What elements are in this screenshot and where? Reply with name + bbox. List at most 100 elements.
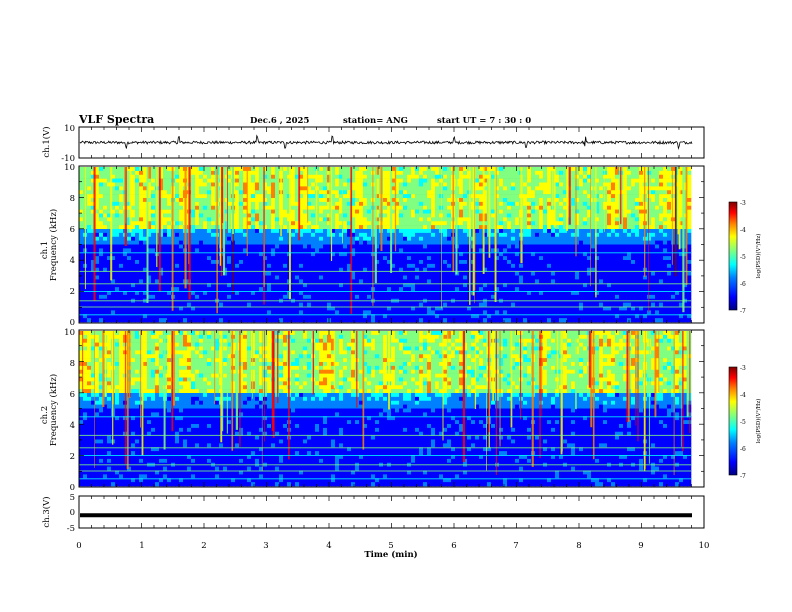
ch1-spectrogram-cell <box>263 229 268 234</box>
ch1-spectrogram-cell <box>407 194 412 199</box>
ch1-spectrogram-cell <box>455 302 460 307</box>
ch1-spectrogram-cell <box>419 302 424 307</box>
ch1-spectrogram-cell <box>151 244 156 249</box>
ch1-spectrogram-cell <box>503 263 508 269</box>
ch1-spectrogram-cell <box>107 225 112 230</box>
ch1-spectrogram-cell <box>447 271 452 276</box>
ch1-spectrogram-cell <box>115 232 120 238</box>
ch1-spectrogram-cell <box>163 318 168 323</box>
ch1-spectrogram-cell <box>439 244 444 249</box>
ch1-spectrogram-cell <box>403 217 408 222</box>
ch1-spectrogram-cell <box>499 275 504 280</box>
ch1-spectrogram-cell <box>99 209 104 214</box>
ch1-spectrogram-cell <box>91 310 96 315</box>
ch1-spectrogram-cell <box>555 302 560 307</box>
ch1-spectrogram-cell <box>239 260 244 265</box>
ch1-spectrogram-cell <box>387 279 392 284</box>
ch1-spectrogram-cell <box>107 314 112 319</box>
ch1-spectrogram-cell <box>259 170 264 176</box>
ch1-spectrogram-cell <box>415 201 420 207</box>
ch1-spectrogram-cell <box>299 248 304 253</box>
ch1-spectrogram-cell <box>87 182 92 187</box>
ch1-spectrogram-cell <box>99 205 104 210</box>
ch1-spectrogram-cell <box>87 229 92 234</box>
ch1-spectrogram-cell <box>499 244 504 249</box>
ch1-spectrogram-cell <box>391 236 396 241</box>
ch1-spectrogram-cell <box>463 294 468 300</box>
ch1-spectrogram-cell <box>559 256 564 261</box>
ch1-spectrogram-cell <box>175 271 180 276</box>
ch1-spectrogram-cell <box>415 198 420 203</box>
ch1-spectrogram-cell <box>367 310 372 315</box>
ch1-spectrogram-cell <box>95 201 100 207</box>
ch1-spectrogram-cell <box>507 232 512 238</box>
ch1-spectrogram-cell <box>275 306 280 311</box>
ch1-spectrogram-cell <box>439 213 444 218</box>
ch1-spectrogram-cell <box>419 283 424 288</box>
ch1-spectrogram-cell <box>335 294 340 300</box>
ch1-spectrogram-cell <box>495 271 500 276</box>
ch1-spectrogram-cell <box>103 267 108 272</box>
ch1-spectrogram-cell <box>243 170 248 176</box>
ch1-spectrogram-cell <box>479 194 484 199</box>
ch1-spectrogram-cell <box>259 260 264 265</box>
ch1-spectrogram-cell <box>119 240 124 245</box>
ch1-spectrogram-cell <box>403 283 408 288</box>
ch1-spectrogram-cell <box>447 279 452 284</box>
ch1-spectrogram-cell <box>539 174 544 179</box>
ch1-spectrogram-cell <box>383 256 388 261</box>
ch1-spectrogram-cell <box>391 174 396 179</box>
ch1-spectrogram-cell <box>263 256 268 261</box>
ch1-spectrogram-cell <box>347 198 352 203</box>
ch1-spectrogram-cell <box>211 170 216 176</box>
ch1-spectrogram-cell <box>351 263 356 269</box>
ch1-spectrogram-cell <box>167 294 172 300</box>
ch1-spectrogram-cell <box>259 186 264 191</box>
ch1-spectrogram-cell <box>243 194 248 199</box>
ch1-spectrogram-cell <box>111 170 116 176</box>
ch1-spectrogram-cell <box>471 310 476 315</box>
ch1-spectrogram-cell <box>527 229 532 234</box>
ch1-spectrogram-cell <box>435 167 440 172</box>
ch1-spectrogram-cell <box>539 291 544 296</box>
ch1-spectrogram-cell <box>79 267 84 272</box>
ch1-spectrogram-cell <box>295 275 300 280</box>
ch1-spectrogram-cell <box>211 217 216 222</box>
ch1-spectrogram-cell <box>151 267 156 272</box>
ch1-spectrogram-cell <box>411 291 416 296</box>
ch1-spectrogram-cell <box>175 240 180 245</box>
ch1-spectrogram-cell <box>235 248 240 253</box>
ch1-spectrogram-cell <box>551 209 556 214</box>
ch1-spectrogram-cell <box>351 198 356 203</box>
ch1-spectrogram-cell <box>227 167 232 172</box>
ch1-spectrogram-cell <box>211 310 216 315</box>
ch1-spectrogram-cell <box>191 186 196 191</box>
ch1-spectrogram-cell <box>91 205 96 210</box>
ch1-spectrogram-cell <box>403 205 408 210</box>
ch1-spectrogram-cell <box>319 275 324 280</box>
ch1-spectrogram-cell <box>339 240 344 245</box>
ch1-spectrogram-cell <box>319 240 324 245</box>
ch1-spectrogram-cell <box>507 302 512 307</box>
ch1-spectrogram-cell <box>207 167 212 172</box>
ch1-spectrogram-cell <box>291 170 296 176</box>
ch1-spectrogram-cell <box>327 213 332 218</box>
ch1-spectrogram-cell <box>399 186 404 191</box>
ch1-spectrogram-cell <box>311 209 316 214</box>
ch1-spectrogram-cell <box>115 236 120 241</box>
ch1-spectrogram-cell <box>235 194 240 199</box>
ch1-spectrogram-cell <box>143 283 148 288</box>
ch1-spectrogram-cell <box>167 174 172 179</box>
ch1-spectrogram-cell <box>235 244 240 249</box>
ch1-spectrogram-cell <box>359 252 364 257</box>
ch1-spectrogram-cell <box>427 275 432 280</box>
ch1-spectrogram-cell <box>419 275 424 280</box>
ch1-spectrogram-cell <box>523 229 528 234</box>
ch1-spectrogram-cell <box>491 229 496 234</box>
ch1-spectrogram-cell <box>271 267 276 272</box>
ch1-spectrogram-cell <box>459 271 464 276</box>
ch1-spectrogram-cell <box>267 279 272 284</box>
ch1-spectrogram-cell <box>555 194 560 199</box>
ch1-spectrogram-cell <box>175 314 180 319</box>
ch1-spectrogram-cell <box>195 194 200 199</box>
